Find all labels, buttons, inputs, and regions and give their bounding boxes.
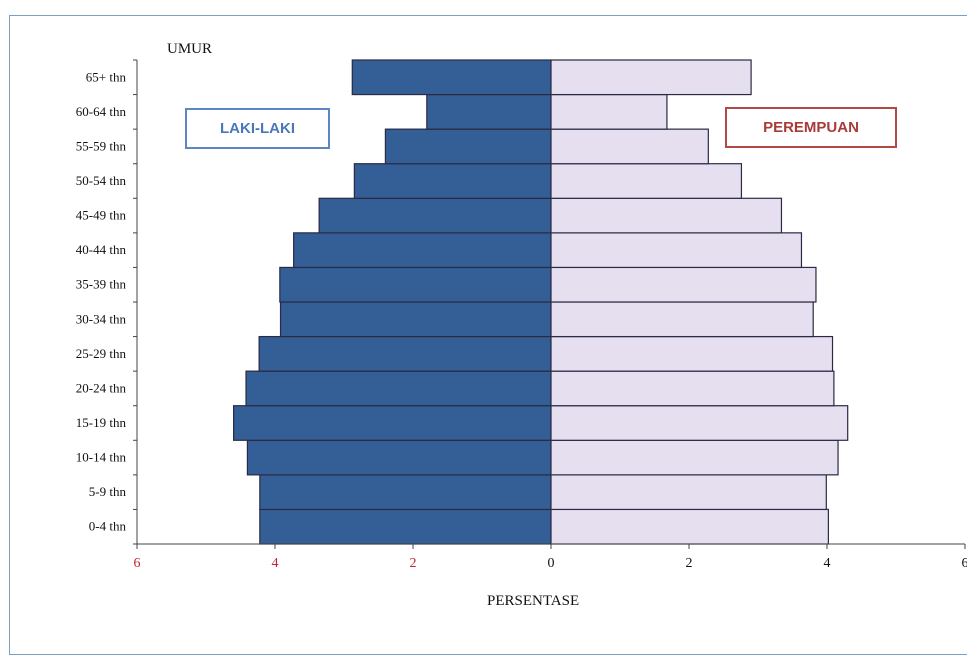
legend-female: PEREMPUAN <box>725 107 897 148</box>
female-bar-50-54-thn <box>551 164 741 199</box>
x-axis-title: PERSENTASE <box>487 593 579 610</box>
y-tick-label: 45-49 thn <box>76 208 127 223</box>
y-tick-label: 5-9 thn <box>89 484 127 499</box>
y-tick-label: 25-29 thn <box>76 346 127 361</box>
y-tick-label: 65+ thn <box>86 69 127 84</box>
legend-male: LAKI-LAKI <box>185 108 330 149</box>
female-bar-10-14-thn <box>551 440 838 475</box>
male-bar-5-9-thn <box>260 475 551 510</box>
legend-male-label: LAKI-LAKI <box>220 120 295 137</box>
female-bar-55-59-thn <box>551 129 708 164</box>
legend-female-label: PEREMPUAN <box>763 119 859 136</box>
female-bar-0-4-thn <box>551 509 828 544</box>
male-bar-10-14-thn <box>247 440 551 475</box>
y-tick-label: 30-34 thn <box>76 311 127 326</box>
x-tick-label: 4 <box>272 556 279 571</box>
male-bar-60-64-thn <box>427 95 551 130</box>
female-bar-35-39-thn <box>551 267 816 302</box>
y-tick-label: 55-59 thn <box>76 138 127 153</box>
female-bar-65-thn <box>551 60 751 95</box>
male-bar-40-44-thn <box>294 233 551 268</box>
female-bar-25-29-thn <box>551 337 833 372</box>
male-bar-0-4-thn <box>260 509 551 544</box>
x-tick-label: 0 <box>548 556 555 571</box>
male-bar-20-24-thn <box>246 371 551 406</box>
y-tick-label: 10-14 thn <box>76 450 127 465</box>
female-bar-40-44-thn <box>551 233 801 268</box>
male-bar-45-49-thn <box>319 198 551 233</box>
x-tick-label: 2 <box>686 556 693 571</box>
male-bar-30-34-thn <box>281 302 551 337</box>
y-tick-label: 20-24 thn <box>76 380 127 395</box>
y-tick-label: 50-54 thn <box>76 173 127 188</box>
y-tick-label: 60-64 thn <box>76 104 127 119</box>
y-tick-label: 35-39 thn <box>76 277 127 292</box>
male-bar-65-thn <box>352 60 551 95</box>
male-bar-25-29-thn <box>259 337 551 372</box>
x-tick-label: 6 <box>134 556 141 571</box>
x-tick-label: 6 <box>962 556 967 571</box>
y-tick-label: 0-4 thn <box>89 519 127 534</box>
female-bar-20-24-thn <box>551 371 834 406</box>
y-axis-title: UMUR <box>167 41 212 58</box>
female-bar-60-64-thn <box>551 95 667 130</box>
male-bar-55-59-thn <box>385 129 551 164</box>
y-tick-label: 40-44 thn <box>76 242 127 257</box>
female-bar-5-9-thn <box>551 475 826 510</box>
female-bar-30-34-thn <box>551 302 813 337</box>
male-bar-50-54-thn <box>354 164 551 199</box>
x-tick-label: 4 <box>824 556 831 571</box>
female-bar-45-49-thn <box>551 198 781 233</box>
y-tick-label: 15-19 thn <box>76 415 127 430</box>
female-bar-15-19-thn <box>551 406 848 441</box>
male-bar-15-19-thn <box>234 406 551 441</box>
population-pyramid-chart: 0-4 thn 5-9 thn 10-14 thn 15-19 thn 20-24 th… <box>0 0 967 639</box>
male-bar-35-39-thn <box>280 267 551 302</box>
x-tick-label: 2 <box>410 556 417 571</box>
